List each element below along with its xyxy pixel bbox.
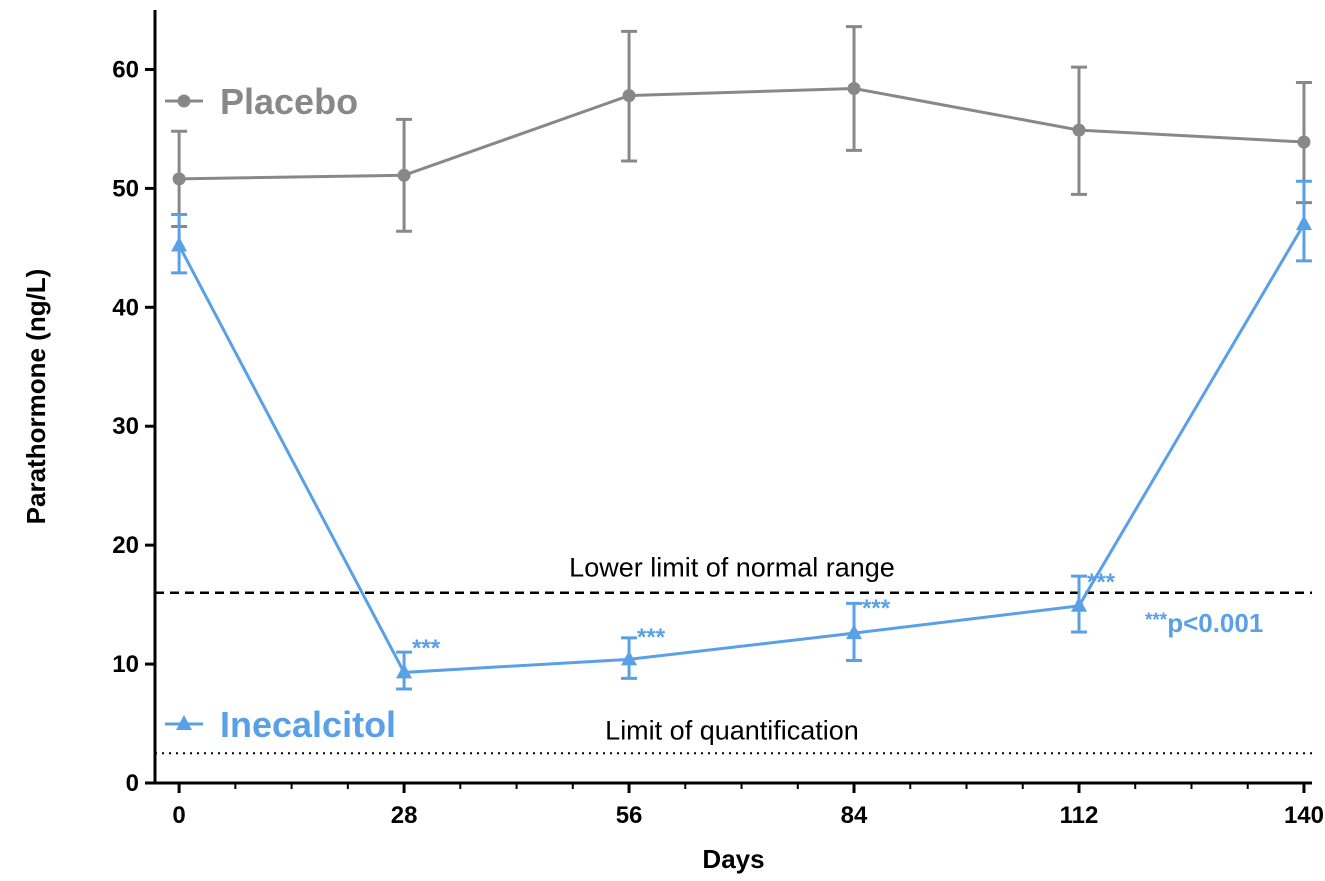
y-tick-label: 10	[112, 651, 139, 678]
legend-marker	[177, 94, 191, 108]
y-tick-label: 20	[112, 532, 139, 559]
reference-lines: Lower limit of normal range Limit of quan…	[155, 553, 1312, 755]
data-point	[621, 650, 638, 666]
y-tick-label: 60	[112, 56, 139, 83]
x-tick-label: 56	[616, 802, 643, 829]
significance-mark: ***	[862, 595, 891, 622]
data-point	[1070, 596, 1087, 612]
x-tick-label: 112	[1060, 802, 1099, 829]
data-point	[172, 172, 186, 186]
data-point	[1072, 123, 1086, 137]
legend-inecalcitol: Inecalcitol	[165, 704, 396, 745]
series-layer	[171, 25, 1312, 691]
x-tick-label: 28	[391, 802, 418, 829]
y-axis-title: Parathormone (ng/L)	[21, 269, 51, 525]
x-tick-label: 140	[1284, 802, 1324, 829]
significance-mark: ***	[1087, 569, 1116, 596]
p-value-text: p<0.001	[1167, 608, 1263, 638]
x-axis-title: Days	[702, 844, 764, 874]
p-value-annotation: ***p<0.001	[1145, 608, 1263, 638]
data-point	[622, 89, 636, 103]
series-placebo	[171, 25, 1312, 233]
p-value-prefix: ***	[1145, 610, 1168, 631]
data-point	[846, 624, 863, 640]
y-tick-label: 0	[126, 770, 139, 797]
lower-normal-limit-label: Lower limit of normal range	[569, 553, 895, 583]
significance-mark: ***	[637, 624, 666, 651]
data-point	[397, 168, 411, 182]
y-tick-label: 40	[112, 294, 139, 321]
axes: 0 10 20 30 40 50 60 0 28 56 84 112 140 Days Parathormo…	[21, 10, 1324, 874]
legend-marker	[176, 715, 192, 730]
significance-mark: ***	[412, 635, 441, 662]
x-tick-label: 0	[172, 802, 185, 829]
series-line	[177, 223, 1306, 674]
legend-label: Inecalcitol	[220, 704, 396, 745]
y-tick-label: 50	[112, 175, 139, 202]
data-point	[1297, 135, 1311, 149]
quantification-limit-label: Limit of quantification	[605, 715, 859, 745]
series-line	[179, 86, 1305, 181]
data-point	[847, 81, 861, 95]
data-point	[171, 236, 188, 252]
x-tick-label: 84	[841, 802, 868, 829]
legend-placebo: Placebo	[165, 81, 358, 122]
series-inecalcitol	[171, 179, 1312, 691]
legend-label: Placebo	[220, 81, 358, 122]
data-point	[1295, 215, 1312, 231]
y-tick-label: 30	[112, 413, 139, 440]
data-point	[396, 663, 413, 679]
